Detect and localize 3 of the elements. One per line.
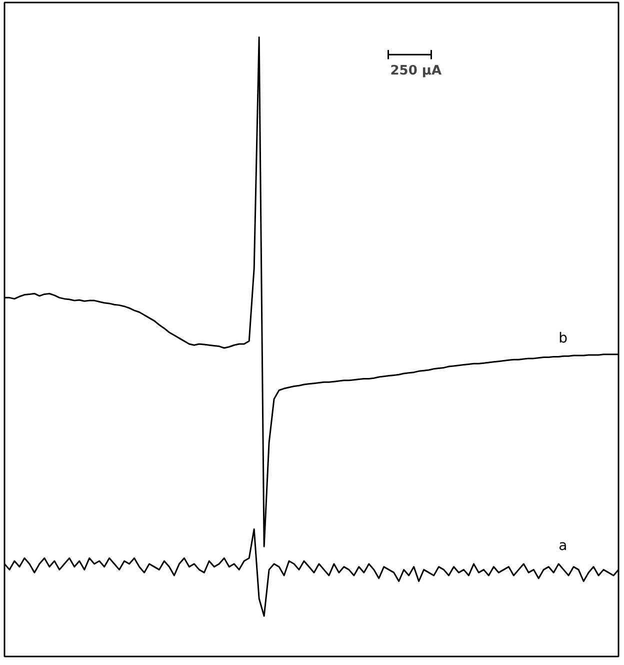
- annotation: 250 μA: [390, 64, 442, 79]
- series-label: b: [558, 330, 568, 347]
- series-label: a: [558, 538, 568, 554]
